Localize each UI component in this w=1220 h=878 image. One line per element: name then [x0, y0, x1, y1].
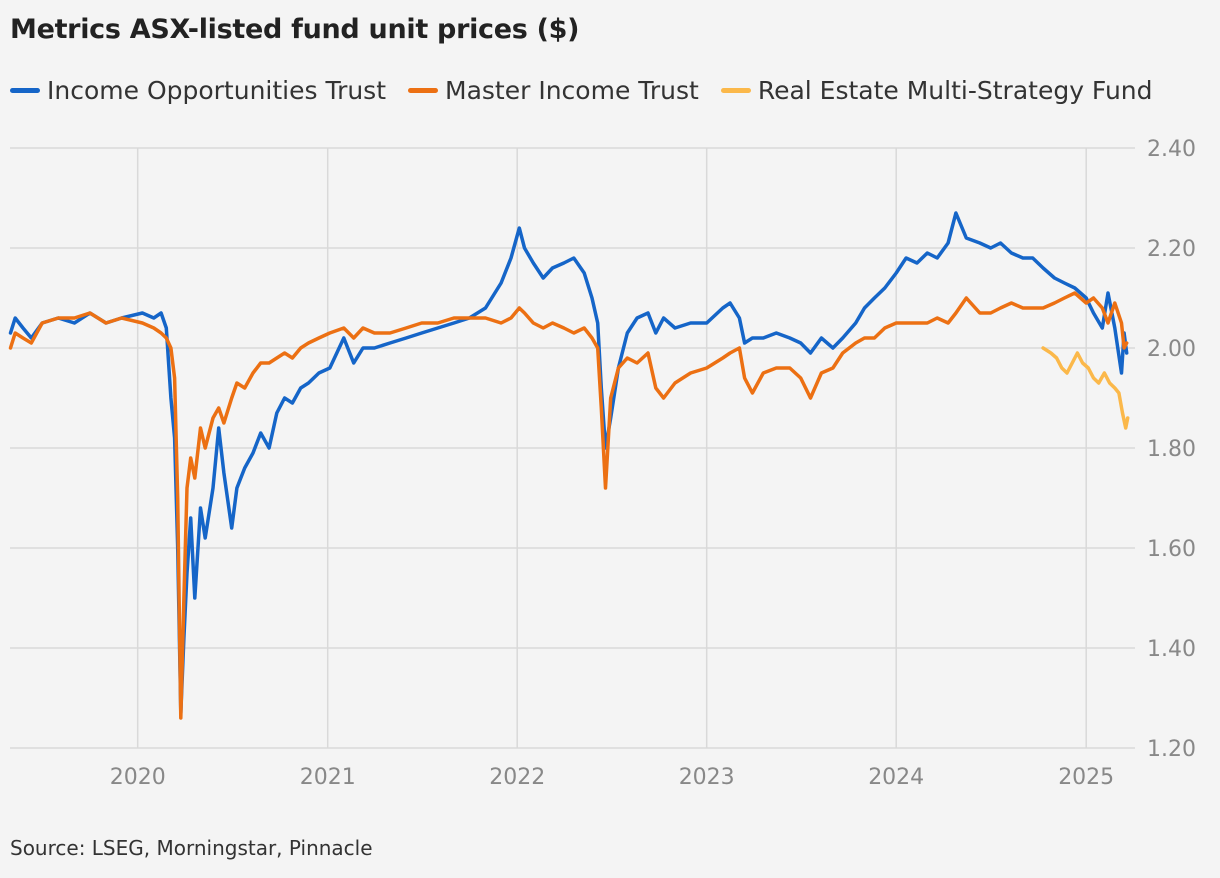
x-tick-label: 2023: [679, 765, 735, 790]
legend-item-real-estate: Real Estate Multi-Strategy Fund: [720, 76, 1153, 105]
y-tick-label: 1.40: [1147, 637, 1196, 662]
y-tick-label: 1.60: [1147, 537, 1196, 562]
x-tick-label: 2024: [868, 765, 924, 790]
series-line-master-income-trust: [8, 291, 1129, 720]
x-tick-label: 2020: [110, 765, 166, 790]
legend-label-master-income: Master Income Trust: [445, 76, 699, 105]
series-line-income-opportunities-trust: [8, 211, 1129, 715]
legend-label-income-opportunities: Income Opportunities Trust: [47, 76, 387, 105]
axes: 1.20 1.40 1.60 1.80 2.00 2.20 2.40 2020 2021 2022…: [110, 137, 1196, 790]
legend: Income Opportunities Trust Master Income…: [10, 76, 1175, 105]
legend-swatch-real-estate: [720, 88, 751, 93]
y-tick-label: 1.80: [1147, 437, 1196, 462]
chart-title: Metrics ASX-listed fund unit prices ($): [10, 14, 580, 45]
x-tick-label: 2022: [489, 765, 545, 790]
legend-item-master-income: Master Income Trust: [408, 76, 699, 105]
y-tick-label: 1.20: [1147, 737, 1196, 762]
x-tick-label: 2025: [1058, 765, 1114, 790]
legend-swatch-master-income: [408, 88, 439, 93]
y-tick-label: 2.00: [1147, 337, 1196, 362]
legend-label-real-estate: Real Estate Multi-Strategy Fund: [757, 76, 1153, 105]
series-group: [8, 211, 1130, 720]
x-tick-label: 2021: [300, 765, 356, 790]
legend-swatch-income-opportunities: [10, 88, 40, 93]
y-tick-label: 2.40: [1147, 137, 1196, 162]
series-line-real-estate-multi-strategy-fund: [1041, 346, 1130, 430]
source-note: Source: LSEG, Morningstar, Pinnacle: [10, 836, 373, 860]
legend-item-income-opportunities: Income Opportunities Trust: [10, 76, 386, 105]
grid: [10, 147, 1135, 749]
y-tick-label: 2.20: [1147, 237, 1196, 262]
